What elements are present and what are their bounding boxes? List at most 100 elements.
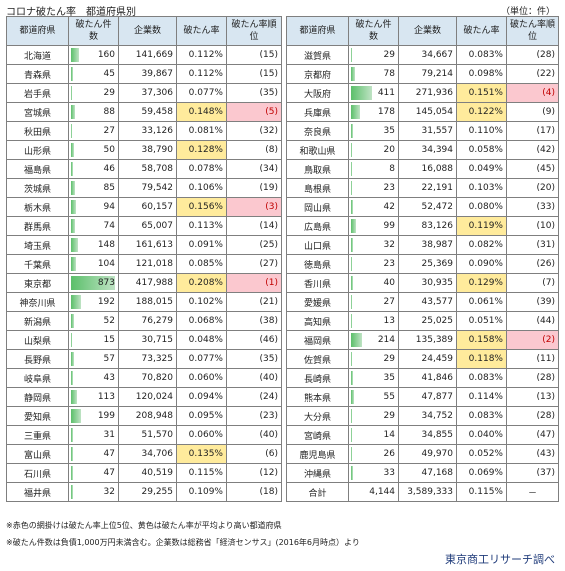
table-row: 広島県 99 83,126 0.119% (10) xyxy=(286,216,559,236)
table-row: 高知県 13 25,025 0.051% (44) xyxy=(286,311,559,331)
pref-cell: 奈良県 xyxy=(286,121,349,141)
pref-cell: 長崎県 xyxy=(286,368,349,388)
rate-cell: 0.052% xyxy=(456,444,507,464)
rate-cell: 0.114% xyxy=(456,387,507,407)
rate-cell: 0.078% xyxy=(176,159,227,179)
rank-cell: (25) xyxy=(226,235,282,255)
count-cell: 160 xyxy=(68,45,119,65)
right-table: 都道府県 破たん件数 企業数 破たん率 破たん率順位 滋賀県 29 34,667 0.… xyxy=(286,16,559,502)
rate-cell: 0.083% xyxy=(456,45,507,65)
companies-cell: 60,157 xyxy=(118,197,177,217)
table-row: 鹿児島県 26 49,970 0.052% (43) xyxy=(286,444,559,464)
count-cell: 199 xyxy=(68,406,119,426)
count-value: 52 xyxy=(103,316,115,326)
rate-cell: 0.090% xyxy=(456,254,507,274)
rank-cell: (46) xyxy=(226,330,282,350)
companies-cell: 65,007 xyxy=(118,216,177,236)
count-value: 88 xyxy=(103,107,115,117)
pref-cell: 山形県 xyxy=(6,140,69,160)
count-bar xyxy=(71,181,76,195)
table-row: 富山県 47 34,706 0.135% (6) xyxy=(6,444,282,464)
count-cell: 27 xyxy=(68,121,119,141)
count-cell: 47 xyxy=(68,463,119,483)
rank-cell: (24) xyxy=(226,387,282,407)
count-value: 32 xyxy=(103,487,115,497)
rank-cell: (21) xyxy=(226,292,282,312)
rank-cell: (12) xyxy=(226,463,282,483)
count-value: 32 xyxy=(383,240,395,250)
pref-cell: 宮城県 xyxy=(6,102,69,122)
rank-cell: (14) xyxy=(226,216,282,236)
rank-cell: (20) xyxy=(506,178,559,198)
rate-cell: 0.112% xyxy=(176,45,227,65)
count-cell: 52 xyxy=(68,311,119,331)
count-value: 178 xyxy=(377,107,395,117)
count-bar xyxy=(351,295,353,309)
rank-cell: (19) xyxy=(226,178,282,198)
count-value: 29 xyxy=(383,411,395,421)
rank-cell: (28) xyxy=(506,406,559,426)
count-bar xyxy=(351,276,354,290)
rate-cell: 0.112% xyxy=(176,64,227,84)
table-row: 兵庫県 178 145,054 0.122% (9) xyxy=(286,102,559,122)
rank-cell: (18) xyxy=(226,482,282,502)
table-row: 和歌山県 20 34,394 0.058% (42) xyxy=(286,140,559,160)
count-cell: 27 xyxy=(348,292,399,312)
rank-cell: (15) xyxy=(226,45,282,65)
count-bar xyxy=(71,276,115,290)
count-value: 35 xyxy=(383,126,395,136)
count-value: 99 xyxy=(383,221,395,231)
footnote-source: ※破たん件数は負債1,000万円未満含む。企業数は総務省「経済センサス」(201… xyxy=(6,538,360,547)
companies-cell: 34,706 xyxy=(118,444,177,464)
total-rank: － xyxy=(506,482,559,502)
companies-cell: 121,018 xyxy=(118,254,177,274)
total-count: 4,144 xyxy=(348,482,399,502)
companies-cell: 135,389 xyxy=(398,330,457,350)
rank-cell: (11) xyxy=(506,349,559,369)
count-cell: 148 xyxy=(68,235,119,255)
companies-cell: 24,459 xyxy=(398,349,457,369)
count-value: 42 xyxy=(383,202,395,212)
header-count: 破たん件数 xyxy=(68,16,119,46)
pref-cell: 福岡県 xyxy=(286,330,349,350)
rank-cell: (8) xyxy=(226,140,282,160)
rank-cell: (39) xyxy=(506,292,559,312)
count-cell: 26 xyxy=(348,444,399,464)
pref-cell: 山梨県 xyxy=(6,330,69,350)
table-row: 京都府 78 79,214 0.098% (22) xyxy=(286,64,559,84)
pref-cell: 富山県 xyxy=(6,444,69,464)
count-value: 29 xyxy=(383,354,395,364)
table-row: 栃木県 94 60,157 0.156% (3) xyxy=(6,197,282,217)
pref-cell: 広島県 xyxy=(286,216,349,236)
count-bar xyxy=(351,466,353,480)
rate-cell: 0.122% xyxy=(456,102,507,122)
rate-cell: 0.156% xyxy=(176,197,227,217)
count-value: 14 xyxy=(383,430,395,440)
companies-cell: 34,752 xyxy=(398,406,457,426)
rank-cell: (35) xyxy=(226,349,282,369)
rate-cell: 0.109% xyxy=(176,482,227,502)
rank-cell: (23) xyxy=(226,406,282,426)
count-value: 13 xyxy=(383,316,395,326)
pref-cell: 千葉県 xyxy=(6,254,69,274)
rank-cell: (3) xyxy=(226,197,282,217)
count-cell: 15 xyxy=(68,330,119,350)
companies-cell: 58,708 xyxy=(118,159,177,179)
table-row: 埼玉県 148 161,613 0.091% (25) xyxy=(6,235,282,255)
rank-cell: (43) xyxy=(506,444,559,464)
count-cell: 94 xyxy=(68,197,119,217)
count-cell: 23 xyxy=(348,178,399,198)
table-row: 山口県 32 38,987 0.082% (31) xyxy=(286,235,559,255)
header-pref: 都道府県 xyxy=(6,16,69,46)
count-value: 50 xyxy=(103,145,115,155)
companies-cell: 31,557 xyxy=(398,121,457,141)
count-value: 23 xyxy=(383,259,395,269)
count-cell: 78 xyxy=(348,64,399,84)
rate-cell: 0.095% xyxy=(176,406,227,426)
count-bar xyxy=(351,352,353,366)
count-cell: 13 xyxy=(348,311,399,331)
count-cell: 411 xyxy=(348,83,399,103)
rank-cell: (40) xyxy=(226,425,282,445)
rate-cell: 0.061% xyxy=(456,292,507,312)
companies-cell: 34,855 xyxy=(398,425,457,445)
